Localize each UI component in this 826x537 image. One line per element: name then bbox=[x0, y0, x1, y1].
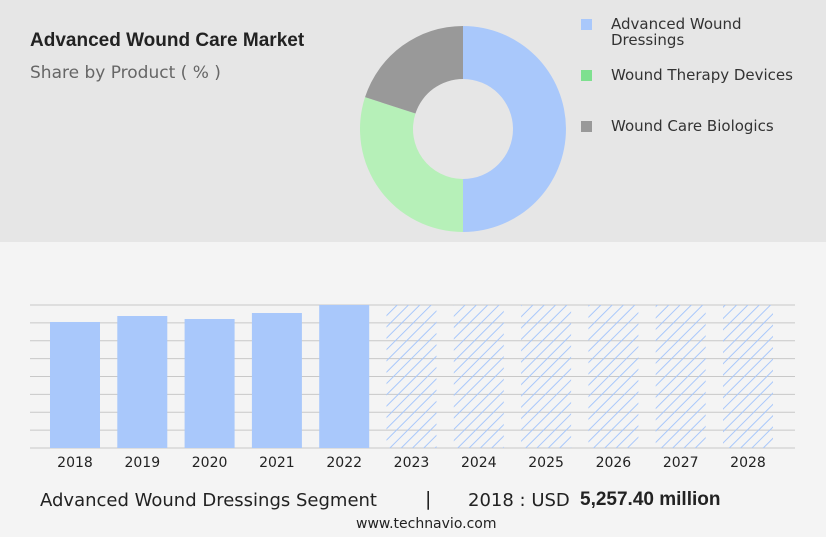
x-tick-label: 2026 bbox=[596, 455, 632, 471]
bar bbox=[50, 321, 100, 448]
forecast-bar bbox=[723, 305, 773, 448]
chart-subtitle: Share by Product ( % ) bbox=[30, 63, 221, 83]
legend-swatch bbox=[581, 121, 592, 132]
legend-label: Advanced Wound Dressings bbox=[611, 15, 742, 49]
legend-label: Wound Care Biologics bbox=[611, 117, 774, 135]
x-tick-label: 2022 bbox=[326, 455, 362, 471]
separator: | bbox=[425, 488, 432, 510]
legend-swatch bbox=[581, 19, 592, 30]
segment-label: Advanced Wound Dressings Segment bbox=[40, 490, 377, 511]
forecast-bar bbox=[386, 305, 437, 448]
bar bbox=[184, 318, 235, 448]
bar bbox=[251, 313, 302, 448]
x-tick-label: 2021 bbox=[259, 455, 295, 471]
x-tick-label: 2023 bbox=[394, 455, 430, 471]
forecast-bar bbox=[588, 305, 639, 448]
chart-title: Advanced Wound Care Market bbox=[30, 30, 305, 51]
legend-swatch bbox=[581, 70, 592, 81]
x-tick-label: 2027 bbox=[663, 455, 699, 471]
source: www.technavio.com bbox=[356, 516, 497, 532]
donut-slice bbox=[365, 26, 463, 114]
bar bbox=[117, 316, 168, 448]
x-tick-label: 2024 bbox=[461, 455, 497, 471]
forecast-bar bbox=[453, 305, 504, 448]
donut-slice bbox=[463, 26, 566, 232]
x-tick-label: 2018 bbox=[57, 455, 93, 471]
x-tick-label: 2020 bbox=[192, 455, 228, 471]
amount: 5,257.40 million bbox=[580, 489, 721, 510]
forecast-bar bbox=[655, 305, 706, 448]
donut-slice bbox=[360, 97, 463, 232]
x-tick-label: 2028 bbox=[730, 455, 766, 471]
x-tick-label: 2019 bbox=[124, 455, 160, 471]
bar bbox=[319, 305, 370, 448]
x-tick-label: 2025 bbox=[528, 455, 564, 471]
forecast-bar bbox=[521, 305, 572, 448]
legend-label: Wound Therapy Devices bbox=[611, 66, 793, 84]
year-label: 2018 : USD bbox=[468, 490, 570, 511]
